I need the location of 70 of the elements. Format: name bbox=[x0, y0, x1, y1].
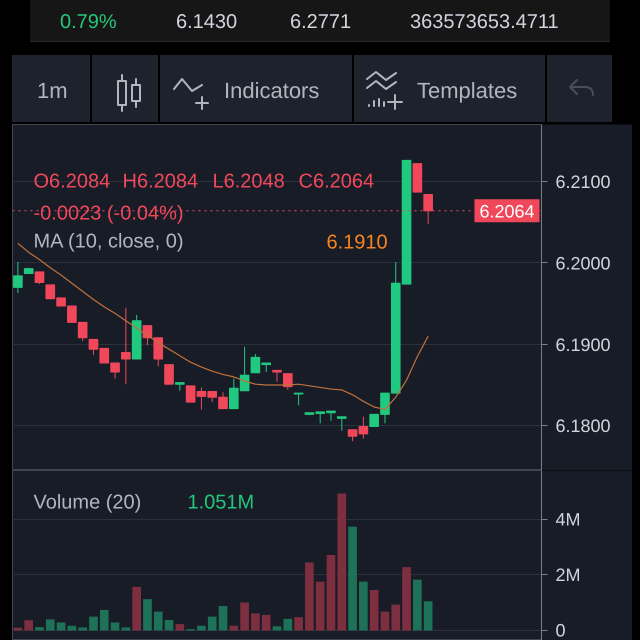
bar bbox=[14, 628, 22, 630]
bar bbox=[283, 618, 292, 630]
bar bbox=[262, 614, 271, 630]
bar bbox=[348, 526, 357, 630]
bar bbox=[337, 494, 346, 630]
text: Templates bbox=[417, 77, 518, 105]
bar bbox=[424, 601, 432, 630]
ref-line-label: 6.2064 bbox=[479, 201, 535, 222]
candlestick bbox=[121, 307, 131, 385]
annotation: -0.0023 (-0.04%) bbox=[34, 202, 184, 224]
candlestick bbox=[282, 373, 293, 390]
bar bbox=[154, 612, 163, 630]
bar bbox=[294, 617, 303, 630]
bar bbox=[370, 590, 378, 630]
y-tick-label: 6.2100 bbox=[556, 172, 611, 192]
bar bbox=[251, 613, 260, 630]
bar bbox=[68, 626, 76, 630]
text: Indicators bbox=[224, 77, 320, 105]
candlestick bbox=[336, 416, 347, 432]
bar bbox=[89, 616, 98, 630]
bar bbox=[326, 554, 336, 630]
bar bbox=[132, 586, 141, 630]
annotation: 6.1910 bbox=[326, 232, 388, 254]
bar bbox=[56, 622, 66, 630]
text: Volume (20) bbox=[34, 492, 142, 514]
bar bbox=[413, 580, 422, 630]
text: 6.1430 bbox=[176, 10, 238, 35]
y-tick-label: 2M bbox=[556, 564, 581, 585]
bar bbox=[164, 620, 174, 630]
y-tick-label: 6.1900 bbox=[556, 334, 611, 355]
bar bbox=[272, 626, 282, 630]
candlestick bbox=[294, 392, 304, 406]
bar bbox=[78, 627, 87, 630]
bar bbox=[402, 567, 411, 630]
text: 6.2771 bbox=[290, 10, 352, 35]
y-tick-label: 6.2000 bbox=[556, 253, 611, 274]
bar bbox=[122, 627, 130, 630]
text: 0.79% bbox=[60, 10, 117, 35]
bar bbox=[230, 626, 238, 630]
annotation: O6.2084 bbox=[34, 170, 110, 192]
annotation: 1.051M bbox=[188, 492, 254, 514]
text: 1m bbox=[37, 77, 68, 105]
bar bbox=[359, 582, 368, 630]
y-tick-label: 0 bbox=[556, 620, 566, 640]
bar bbox=[208, 616, 217, 630]
bar bbox=[24, 620, 34, 630]
y-tick-label: 4M bbox=[556, 509, 581, 530]
annotation: H6.2084 bbox=[122, 170, 198, 192]
annotation: MA (10, close, 0) bbox=[34, 230, 184, 252]
text: 363573653.4711 bbox=[410, 10, 559, 35]
y-tick-label: 6.1800 bbox=[556, 416, 611, 436]
bar bbox=[240, 602, 249, 630]
bar bbox=[380, 612, 390, 630]
bar bbox=[100, 610, 109, 630]
candlestick bbox=[34, 271, 44, 285]
bar bbox=[110, 622, 120, 630]
bar bbox=[218, 606, 228, 630]
bar bbox=[143, 599, 152, 630]
bar bbox=[197, 626, 206, 630]
bar bbox=[391, 604, 400, 630]
bar bbox=[35, 627, 44, 630]
annotation: C6.2064 bbox=[298, 170, 374, 192]
annotation: L6.2048 bbox=[212, 170, 285, 192]
candlestick bbox=[272, 370, 282, 382]
bar bbox=[305, 562, 314, 630]
bar bbox=[46, 619, 55, 630]
candlestick bbox=[13, 262, 23, 294]
bar bbox=[176, 624, 184, 630]
bar bbox=[316, 582, 324, 630]
candlestick bbox=[164, 364, 174, 385]
